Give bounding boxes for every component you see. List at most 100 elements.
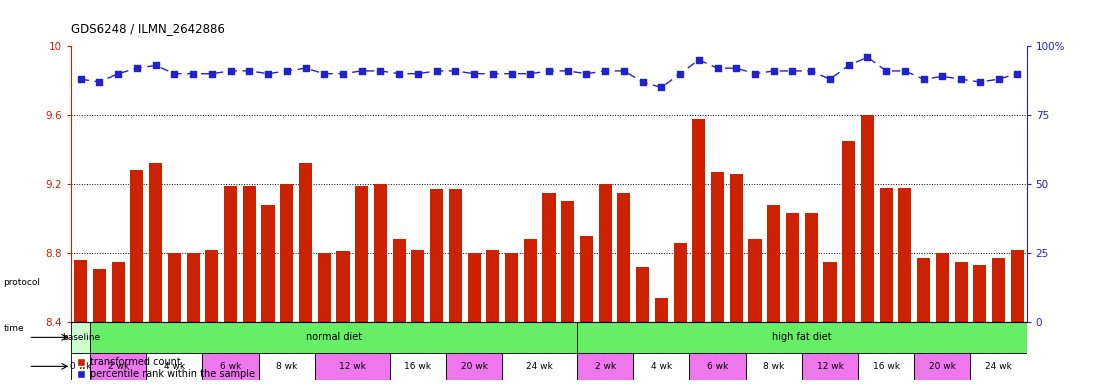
Bar (746, 353, 802, 380)
Bar (636, 267, 649, 322)
Text: 12 wk: 12 wk (817, 362, 843, 371)
Bar (90, 322, 578, 353)
Bar (468, 253, 481, 322)
Bar (205, 250, 219, 322)
Bar (131, 170, 144, 322)
Bar (561, 201, 574, 322)
Point (259, 71, 277, 77)
Text: baseline: baseline (61, 333, 100, 342)
Bar (146, 353, 202, 380)
Point (784, 68, 802, 74)
Point (91, 79, 109, 85)
Bar (935, 253, 949, 322)
Bar (542, 193, 556, 322)
Text: 6 wk: 6 wk (220, 362, 242, 371)
Point (428, 68, 446, 74)
Point (971, 79, 988, 85)
Bar (446, 353, 502, 380)
Point (952, 76, 970, 82)
Point (859, 54, 876, 60)
Bar (712, 172, 725, 322)
Text: GDS6248 / ILMN_2642886: GDS6248 / ILMN_2642886 (71, 22, 225, 35)
Bar (90, 353, 146, 380)
Bar (202, 353, 259, 380)
Point (466, 71, 483, 77)
Text: time: time (3, 324, 24, 333)
Point (933, 73, 951, 79)
Bar (299, 164, 312, 322)
Bar (861, 115, 874, 322)
Point (578, 71, 595, 77)
Bar (224, 186, 237, 322)
Bar (673, 243, 686, 322)
Text: normal diet: normal diet (305, 333, 361, 343)
Point (410, 71, 427, 77)
Bar (786, 214, 799, 322)
Point (484, 71, 502, 77)
Point (765, 68, 783, 74)
Bar (654, 298, 668, 322)
Bar (805, 214, 818, 322)
Text: protocol: protocol (3, 278, 41, 287)
Point (72, 76, 90, 82)
Bar (524, 239, 537, 322)
Bar (730, 174, 743, 322)
Point (128, 65, 146, 71)
Bar (71, 322, 90, 353)
Point (334, 71, 351, 77)
Bar (578, 322, 1027, 353)
Point (540, 68, 558, 74)
Bar (430, 189, 444, 322)
Text: 12 wk: 12 wk (339, 362, 366, 371)
Text: 24 wk: 24 wk (985, 362, 1012, 371)
Bar (1011, 250, 1023, 322)
Bar (315, 353, 390, 380)
Point (559, 68, 576, 74)
Bar (802, 353, 858, 380)
Bar (580, 236, 593, 322)
Point (147, 62, 165, 68)
Point (728, 65, 746, 71)
Point (709, 65, 727, 71)
Bar (336, 252, 349, 322)
Text: 16 wk: 16 wk (404, 362, 432, 371)
Bar (842, 141, 855, 322)
Bar (449, 189, 462, 322)
Point (690, 57, 707, 63)
Bar (617, 193, 630, 322)
Legend: transformed count, percentile rank within the sample: transformed count, percentile rank withi… (76, 357, 255, 379)
Point (989, 76, 1007, 82)
Bar (280, 184, 293, 322)
Point (596, 68, 614, 74)
Text: 8 wk: 8 wk (276, 362, 298, 371)
Point (652, 84, 670, 91)
Bar (598, 184, 612, 322)
Point (110, 71, 127, 77)
Bar (71, 353, 90, 380)
Point (915, 76, 932, 82)
Bar (259, 353, 315, 380)
Point (877, 68, 895, 74)
Bar (261, 205, 274, 322)
Bar (486, 250, 500, 322)
Bar (971, 353, 1027, 380)
Bar (749, 239, 762, 322)
Point (166, 71, 183, 77)
Text: high fat diet: high fat diet (772, 333, 831, 343)
Bar (768, 205, 781, 322)
Point (503, 71, 520, 77)
Point (391, 71, 408, 77)
Bar (858, 353, 915, 380)
Bar (634, 353, 690, 380)
Point (896, 68, 914, 74)
Text: 8 wk: 8 wk (763, 362, 784, 371)
Bar (168, 253, 181, 322)
Point (315, 71, 333, 77)
Bar (690, 353, 746, 380)
Point (821, 76, 839, 82)
Bar (112, 262, 125, 322)
Text: 2 wk: 2 wk (108, 362, 128, 371)
Point (240, 68, 258, 74)
Bar (317, 253, 330, 322)
Bar (954, 262, 967, 322)
